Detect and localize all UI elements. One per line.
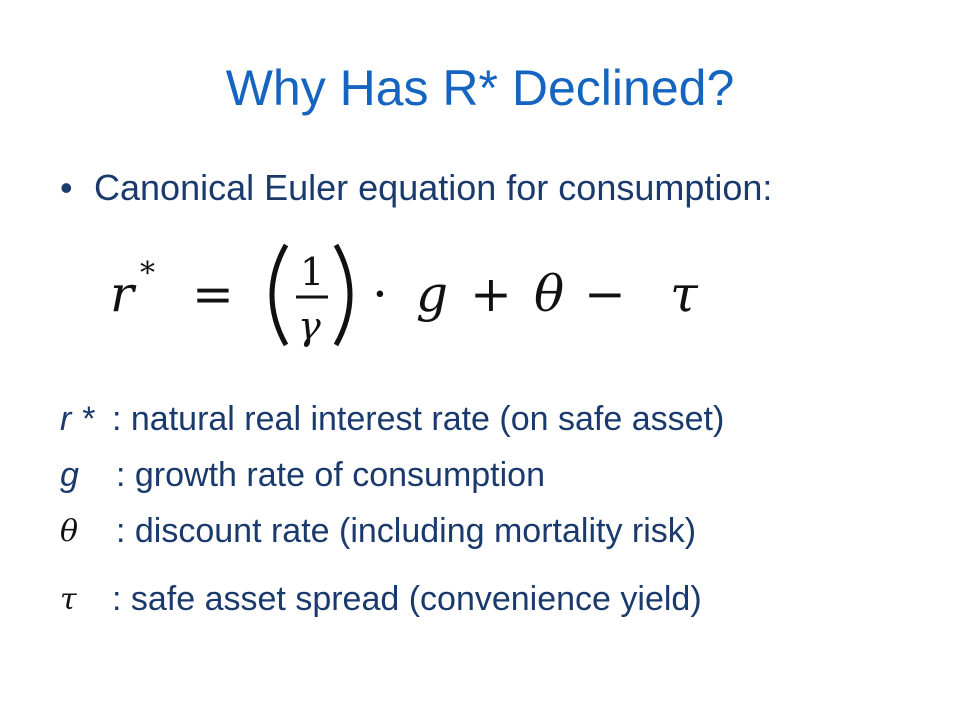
slide-title: Why Has R* Declined? xyxy=(225,60,735,116)
equation-theta: θ xyxy=(534,265,564,323)
definition-text: : discount rate (including mortality ris… xyxy=(116,512,697,550)
equation-left-paren xyxy=(269,243,289,347)
bullet-marker: • xyxy=(60,167,73,208)
equation-right-paren xyxy=(333,243,353,347)
definition-text: : growth rate of consumption xyxy=(116,456,546,494)
equation-plus: + xyxy=(470,265,512,323)
equation-fraction-denominator: γ xyxy=(298,304,321,348)
equation-tau: τ xyxy=(670,265,699,323)
euler-equation: r * = 1 γ · g + θ − τ xyxy=(110,243,699,348)
definition-symbol: r * xyxy=(60,400,94,438)
equation-fraction-numerator: 1 xyxy=(300,250,324,294)
definition-text: : natural real interest rate (on safe as… xyxy=(112,400,725,438)
equation-g: g xyxy=(416,265,448,323)
equation-lhs-superscript: * xyxy=(140,256,155,291)
bullet-item: • Canonical Euler equation for consumptio… xyxy=(60,166,772,210)
equation-minus: − xyxy=(584,265,626,323)
definition-symbol: g xyxy=(60,456,79,494)
equation-equals: = xyxy=(192,265,234,323)
definition-text: : safe asset spread (convenience yield) xyxy=(112,580,702,618)
definition-symbol: τ xyxy=(60,582,77,617)
equation-lhs: r xyxy=(110,265,137,323)
definition-symbol: θ xyxy=(60,514,79,549)
bullet-text: Canonical Euler equation for consumption… xyxy=(94,167,773,208)
equation-dot: · xyxy=(372,265,388,323)
